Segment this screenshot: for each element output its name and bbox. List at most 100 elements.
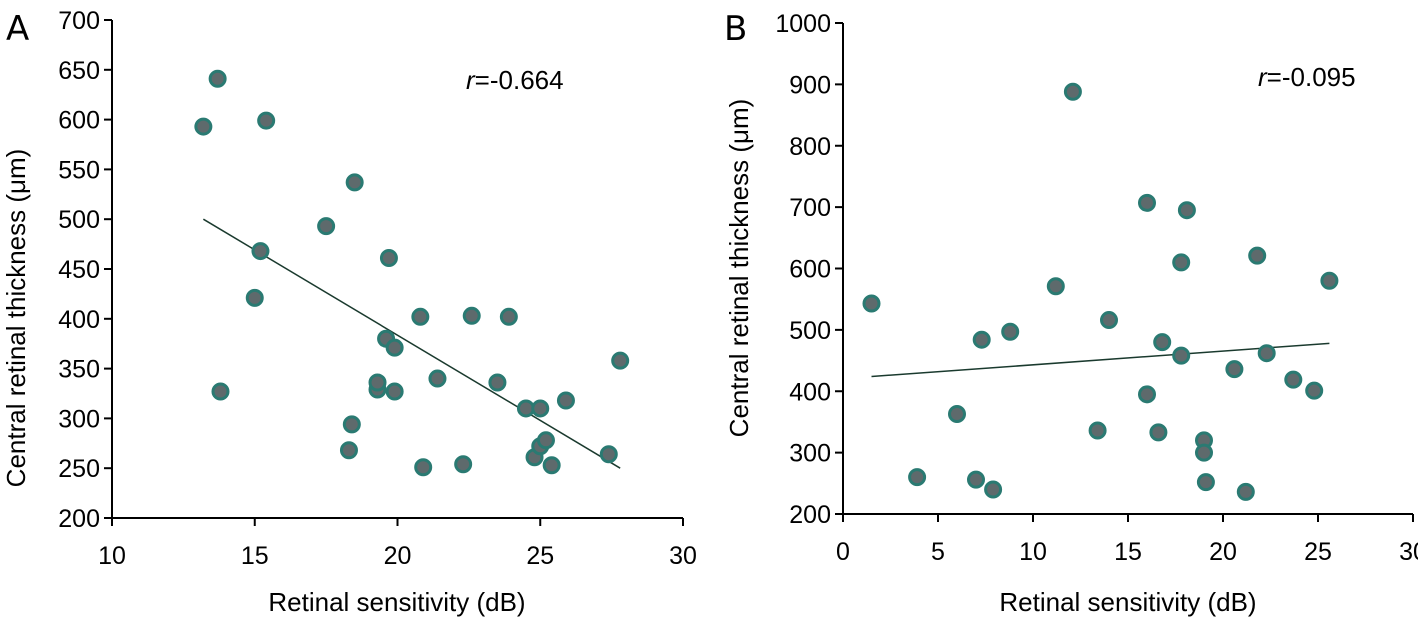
x-tick-label-a: 25: [526, 542, 554, 570]
data-point-b: [967, 470, 985, 489]
y-tick-label-b: 500: [789, 317, 831, 345]
data-point-b: [1138, 193, 1156, 212]
y-tick-label-a: 600: [58, 107, 100, 135]
data-point-b: [1320, 271, 1339, 290]
chart-panel-a: A r=-0.664 Retinal sensitivity (dB) Cent…: [1, 7, 697, 617]
y-tick-label-a: 350: [58, 356, 100, 384]
data-point-a: [411, 307, 430, 326]
y-tick-label-b: 600: [789, 256, 831, 284]
data-point-b: [948, 404, 966, 423]
data-point-a: [428, 369, 447, 388]
data-point-b: [1138, 385, 1156, 404]
x-tick-label-a: 15: [241, 542, 269, 570]
axes-a: 200 250 300 350 400 450 500 550 600 650 700 10 15 20 2…: [58, 7, 697, 570]
data-point-a: [379, 249, 398, 268]
data-point-b: [1248, 246, 1267, 265]
data-point-a: [339, 441, 358, 460]
data-point-a: [611, 351, 630, 370]
y-tick-label-a: 650: [58, 57, 100, 85]
y-tick-label-b: 400: [789, 378, 831, 406]
data-point-b: [862, 294, 881, 313]
data-point-a: [345, 173, 364, 192]
data-point-a: [194, 117, 213, 136]
correlation-annotation-a: r=-0.664: [466, 65, 564, 95]
data-point-b: [1257, 344, 1276, 363]
data-point-b: [1225, 360, 1244, 379]
data-point-a: [516, 399, 535, 418]
y-tick-label-b: 1000: [775, 10, 831, 38]
data-point-b: [984, 480, 1003, 499]
data-point-a: [488, 373, 507, 392]
data-point-b: [1149, 423, 1168, 442]
data-point-a: [531, 399, 550, 418]
data-point-b: [908, 468, 927, 487]
data-point-a: [211, 382, 230, 401]
y-tick-label-a: 200: [58, 505, 100, 533]
x-tick-label-a: 10: [98, 542, 126, 570]
x-tick-label-b: 25: [1304, 538, 1332, 566]
data-point-b: [972, 330, 991, 349]
y-tick-label-b: 700: [789, 194, 831, 222]
x-tick-label-a: 20: [384, 542, 412, 570]
y-tick-label-a: 700: [58, 7, 100, 35]
y-tick-label-a: 400: [58, 306, 100, 334]
r-symbol-a: r: [466, 65, 476, 95]
correlation-annotation-b: r=-0.095: [1258, 62, 1356, 92]
data-point-b: [1172, 253, 1191, 272]
y-tick-label-a: 500: [58, 206, 100, 234]
data-point-a: [454, 455, 473, 474]
x-axis-title-a: Retinal sensitivity (dB): [268, 587, 525, 617]
y-tick-label-b: 300: [789, 440, 831, 468]
y-tick-label-b: 200: [789, 501, 831, 529]
data-point-b: [1172, 346, 1191, 365]
data-point-a: [499, 307, 518, 326]
panel-label-a: A: [6, 9, 29, 49]
r-value-b: =-0.095: [1267, 62, 1356, 92]
data-point-b: [1305, 381, 1324, 400]
y-tick-label-b: 800: [789, 133, 831, 161]
data-point-b: [1046, 277, 1065, 296]
plot-area-a: [194, 69, 630, 477]
trendline-a: [202, 218, 621, 469]
r-symbol-b: r: [1258, 62, 1268, 92]
trendline-b: [871, 342, 1330, 378]
x-tick-label-b: 15: [1114, 538, 1142, 566]
data-point-a: [342, 415, 361, 434]
axes-b: 200 300 400 500 600 700 800 900 1000 0 5 10 15 20 25 30: [775, 10, 1418, 566]
data-point-a: [599, 445, 618, 464]
data-point-a: [368, 373, 387, 392]
x-tick-label-b: 10: [1019, 538, 1047, 566]
data-point-a: [245, 288, 264, 307]
chart-panel-b: B r=-0.095 Retinal sensitivity (dB) Cent…: [724, 9, 1418, 617]
data-point-a: [414, 458, 433, 477]
data-point-b: [1284, 370, 1303, 389]
y-tick-label-b: 900: [789, 71, 831, 99]
data-point-a: [385, 338, 404, 357]
data-point-a: [462, 306, 481, 325]
y-tick-label-a: 250: [58, 455, 100, 483]
data-point-a: [385, 382, 404, 401]
data-point-b: [1177, 201, 1196, 220]
data-point-b: [1236, 482, 1255, 501]
y-tick-label-a: 550: [58, 156, 100, 184]
data-point-b: [1088, 421, 1107, 440]
data-point-a: [208, 69, 227, 88]
data-point-b: [1195, 443, 1213, 462]
panel-label-b: B: [724, 9, 747, 49]
y-tick-label-a: 300: [58, 405, 100, 433]
data-point-b: [1153, 333, 1172, 352]
data-point-b: [1001, 322, 1020, 341]
x-axis-title-b: Retinal sensitivity (dB): [999, 587, 1256, 617]
data-point-a: [317, 217, 336, 236]
data-point-a: [251, 242, 270, 261]
y-axis-title-b: Central retinal thickness (μm): [724, 99, 754, 438]
x-tick-label-b: 0: [836, 538, 850, 566]
x-tick-label-b: 5: [931, 538, 945, 566]
data-point-b: [1100, 311, 1118, 330]
data-point-a: [536, 431, 555, 450]
data-point-a: [542, 456, 561, 475]
x-tick-label-b: 30: [1399, 538, 1418, 566]
y-tick-label-a: 450: [58, 256, 100, 284]
plot-area-b: [862, 82, 1339, 501]
x-tick-label-b: 20: [1209, 538, 1237, 566]
